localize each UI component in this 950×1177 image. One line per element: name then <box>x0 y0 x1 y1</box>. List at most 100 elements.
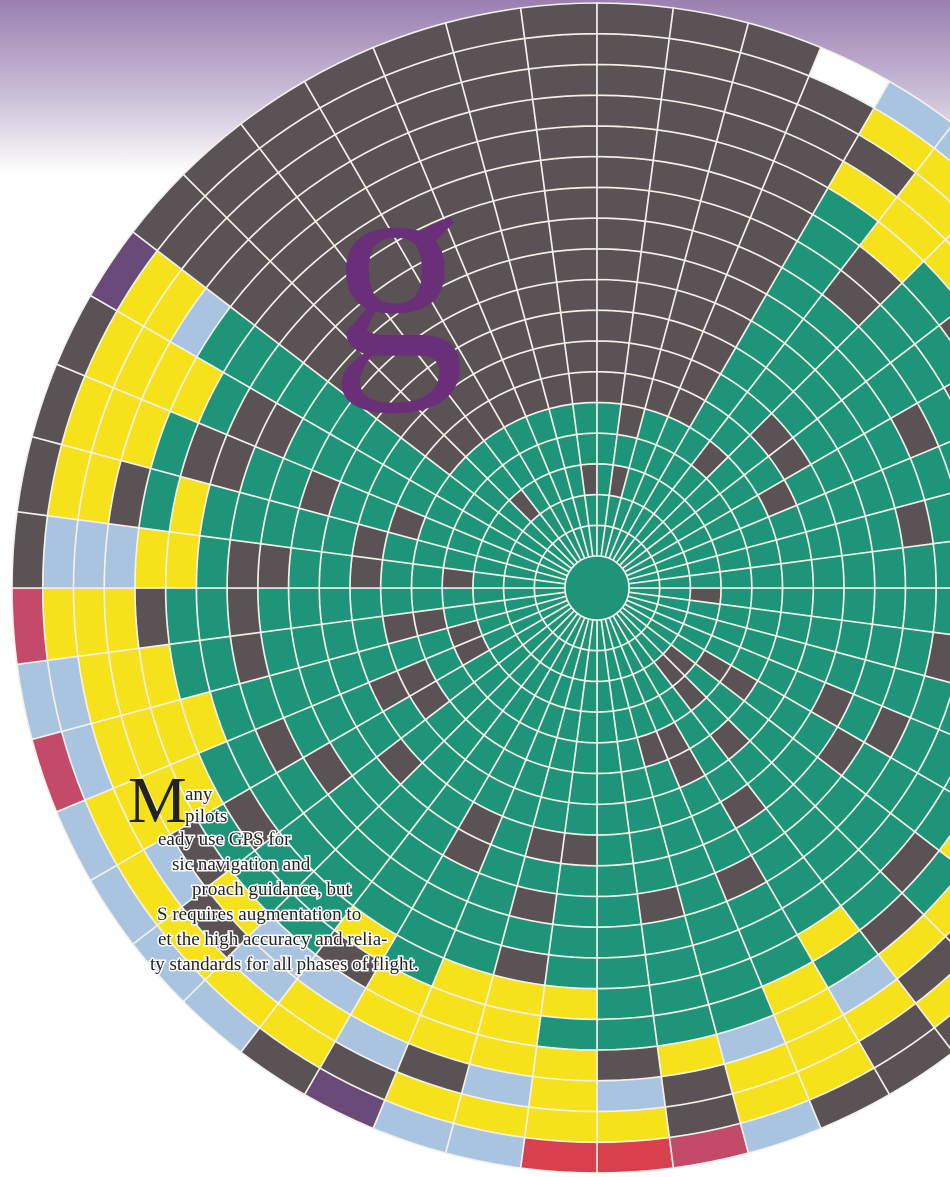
grid-cell <box>932 587 950 636</box>
grid-cell <box>932 540 950 589</box>
grid-cell <box>195 587 232 642</box>
grid-cell <box>596 309 635 344</box>
grid-cell <box>349 554 384 589</box>
grid-cell <box>379 587 414 618</box>
grid-cell <box>571 401 598 436</box>
grid-cell <box>596 710 619 744</box>
grid-cell <box>596 923 647 959</box>
grid-cell <box>535 125 598 162</box>
grid-cell <box>164 587 201 646</box>
drop-cap: M <box>128 764 187 837</box>
grid-cell <box>944 930 950 943</box>
grid-cell <box>555 278 598 314</box>
center-disc <box>564 555 630 621</box>
grid-cell <box>539 155 598 192</box>
title-letter: g <box>330 115 465 414</box>
grid-cell <box>195 534 232 589</box>
grid-cell <box>596 740 623 775</box>
grid-cell <box>287 546 323 589</box>
grid-cell <box>810 554 845 589</box>
grid-cell <box>596 1106 671 1144</box>
grid-cell <box>567 771 598 806</box>
grid-cell <box>596 1014 659 1051</box>
grid-cell <box>559 309 598 344</box>
grid-cell <box>555 862 598 898</box>
grid-cell <box>719 566 753 589</box>
grid-cell <box>103 587 140 654</box>
grid-cell <box>226 587 262 638</box>
grid-cell <box>596 32 671 70</box>
grid-cell <box>519 1136 598 1174</box>
grid-cell <box>596 984 655 1021</box>
grid-cell <box>596 63 667 101</box>
grid-cell <box>41 587 79 662</box>
grid-cell <box>575 432 598 466</box>
grid-cell <box>923 492 950 545</box>
grid-cell <box>596 370 627 405</box>
grid-cell <box>780 587 815 618</box>
grid-cell <box>441 587 475 610</box>
article-line: sic navigation and <box>172 854 311 875</box>
grid-cell <box>551 892 598 929</box>
grid-cell <box>559 832 598 867</box>
grid-cell <box>523 32 598 70</box>
grid-cell <box>226 538 262 589</box>
grid-cell <box>596 832 635 867</box>
grid-cell <box>535 1014 598 1051</box>
grid-cell <box>873 80 950 150</box>
grid-cell <box>749 562 784 589</box>
grid-cell <box>596 1136 675 1174</box>
grid-cell <box>519 2 598 40</box>
grid-cell <box>287 587 323 630</box>
grid-cell <box>596 278 639 314</box>
grid-cell <box>596 217 647 253</box>
article-line: pilots <box>185 806 227 827</box>
grid-cell <box>871 546 907 589</box>
grid-cell <box>547 217 598 253</box>
grid-cell <box>596 1045 663 1082</box>
article-line: et the high accuracy and relia- <box>158 929 387 950</box>
grid-cell <box>596 892 643 929</box>
grid-cell <box>531 94 598 131</box>
grid-cell <box>379 558 414 589</box>
grid-cell <box>41 514 79 589</box>
article-line: ty standards for all phases of flight. <box>150 954 419 975</box>
grid-cell <box>596 186 651 223</box>
article-line: proach guidance, but <box>192 879 352 900</box>
grid-cell <box>256 587 293 634</box>
grid-cell <box>596 771 627 806</box>
grid-cell <box>563 801 598 836</box>
grid-cell <box>871 587 907 630</box>
grid-cell <box>543 186 598 223</box>
grid-cell <box>841 550 876 589</box>
grid-cell <box>938 834 950 860</box>
grid-cell <box>596 801 631 836</box>
grid-cell <box>901 542 938 589</box>
grid-cell <box>596 340 631 375</box>
grid-cell <box>942 383 950 401</box>
grid-cell <box>527 1075 598 1113</box>
grid-cell <box>810 587 845 622</box>
grid-cell <box>567 370 598 405</box>
grid-cell <box>11 510 49 589</box>
grid-cell <box>596 862 639 898</box>
grid-cell <box>596 953 651 990</box>
article-line: S requires augmentation to <box>157 904 361 925</box>
grid-cell <box>134 587 171 650</box>
grid-cell <box>103 522 140 589</box>
grid-cell <box>938 316 950 342</box>
grid-cell <box>349 587 384 622</box>
grid-cell <box>318 550 353 589</box>
grid-cell <box>901 587 938 634</box>
grid-cell <box>551 247 598 284</box>
grid-cell <box>527 63 598 101</box>
grid-cell <box>596 94 663 131</box>
grid-cell <box>256 542 293 589</box>
grid-cell <box>539 984 598 1021</box>
grid-cell <box>547 923 598 959</box>
grid-cell <box>944 233 950 246</box>
grid-cell <box>72 587 110 658</box>
